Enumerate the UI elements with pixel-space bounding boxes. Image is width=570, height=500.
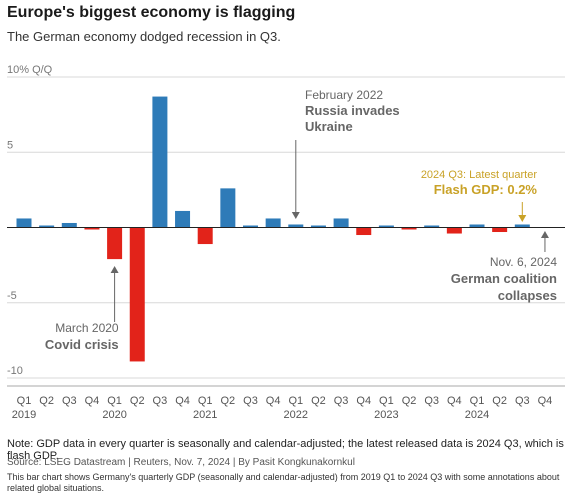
russia-annotation-label-2: Ukraine <box>305 119 353 134</box>
x-tick-label: Q1 <box>107 395 122 407</box>
year-label: 2023 <box>374 409 398 421</box>
covid-annotation-date: March 2020 <box>55 321 119 335</box>
x-tick-label: Q3 <box>424 395 439 407</box>
gdp-bar <box>107 227 123 260</box>
gdp-bar <box>424 225 440 228</box>
year-label: 2019 <box>12 409 36 421</box>
gdp-bar <box>514 224 530 228</box>
y-tick-label: 5 <box>7 139 13 151</box>
gdp-bar <box>356 227 372 236</box>
x-tick-label: Q4 <box>447 395 462 407</box>
footnote: Note: GDP data in every quarter is seaso… <box>7 438 564 462</box>
x-tick-label: Q2 <box>130 395 145 407</box>
flash-gdp-annotation: Flash GDP: 0.2% <box>434 182 538 197</box>
gdp-bar <box>39 225 55 228</box>
x-tick-label: Q4 <box>85 395 100 407</box>
gdp-bar <box>61 222 77 228</box>
covid-annotation-label: Covid crisis <box>45 337 119 352</box>
year-label: 2020 <box>102 409 126 421</box>
gdp-bar <box>152 96 168 228</box>
x-tick-label: Q2 <box>221 395 236 407</box>
x-tick-label: Q1 <box>17 395 32 407</box>
gdp-bar <box>129 227 145 362</box>
coalition-arrow-head <box>540 231 549 238</box>
russia-annotation-label-1: Russia invades <box>305 103 400 118</box>
x-tick-label: Q2 <box>39 395 54 407</box>
x-tick-label: Q4 <box>175 395 190 407</box>
gdp-bar <box>84 227 100 230</box>
gdp-bar <box>469 224 485 228</box>
gdp-bar <box>243 225 258 228</box>
gdp-bar <box>16 218 32 228</box>
gdp-bar <box>175 210 191 228</box>
x-tick-label: Q2 <box>492 395 507 407</box>
x-tick-label: Q3 <box>334 395 349 407</box>
x-tick-label: Q1 <box>379 395 394 407</box>
chart-title: Europe's biggest economy is flagging <box>7 4 296 21</box>
x-tick-label: Q4 <box>538 395 553 407</box>
x-tick-label: Q4 <box>356 395 371 407</box>
covid-arrow-head <box>110 266 119 273</box>
chart-description: This bar chart shows Germany's quarterly… <box>7 472 560 493</box>
y-tick-label: 10% Q/Q <box>7 64 53 76</box>
gdp-bar <box>220 188 236 228</box>
source-line: Source: LSEG Datastream | Reuters, Nov. … <box>7 457 355 468</box>
gdp-bar <box>446 227 462 234</box>
x-tick-label: Q3 <box>243 395 258 407</box>
y-tick-label: -5 <box>7 290 17 302</box>
x-tick-label: Q2 <box>402 395 417 407</box>
year-label: 2021 <box>193 409 217 421</box>
latest-quarter-annotation: 2024 Q3: Latest quarter <box>421 169 538 181</box>
gdp-bar <box>288 224 304 228</box>
gdp-bar <box>401 227 417 230</box>
x-tick-label: Q1 <box>288 395 303 407</box>
gdp-bar <box>492 227 508 233</box>
x-tick-label: Q1 <box>470 395 485 407</box>
gdp-bar <box>197 227 213 245</box>
y-tick-label: -10 <box>7 365 23 377</box>
x-tick-label: Q3 <box>153 395 168 407</box>
chart-subtitle: The German economy dodged recession in Q… <box>7 29 281 44</box>
gdp-bar <box>310 225 326 228</box>
year-label: 2024 <box>465 409 489 421</box>
gdp-bar <box>265 218 281 228</box>
x-tick-label: Q3 <box>515 395 530 407</box>
x-tick-label: Q1 <box>198 395 213 407</box>
year-label: 2022 <box>284 409 308 421</box>
coalition-annotation-label-2: collapses <box>498 288 557 303</box>
russia-arrow-head <box>291 212 300 219</box>
coalition-annotation-date: Nov. 6, 2024 <box>490 255 557 269</box>
gdp-bar <box>333 218 349 228</box>
gdp-bar <box>378 225 394 228</box>
russia-annotation-date: February 2022 <box>305 88 383 102</box>
x-tick-label: Q2 <box>311 395 326 407</box>
gdp-bar-chart: 10% Q/Q 5 -5 -10 Q1 Q2 Q3 Q4 Q1 Q2 Q3 Q4 Q1 Q2 Q3 Q4 Q1 Q… <box>7 64 565 421</box>
x-tick-label: Q4 <box>266 395 281 407</box>
flash-gdp-arrow-head <box>518 215 527 222</box>
x-tick-label: Q3 <box>62 395 77 407</box>
coalition-annotation-label-1: German coalition <box>451 271 557 286</box>
